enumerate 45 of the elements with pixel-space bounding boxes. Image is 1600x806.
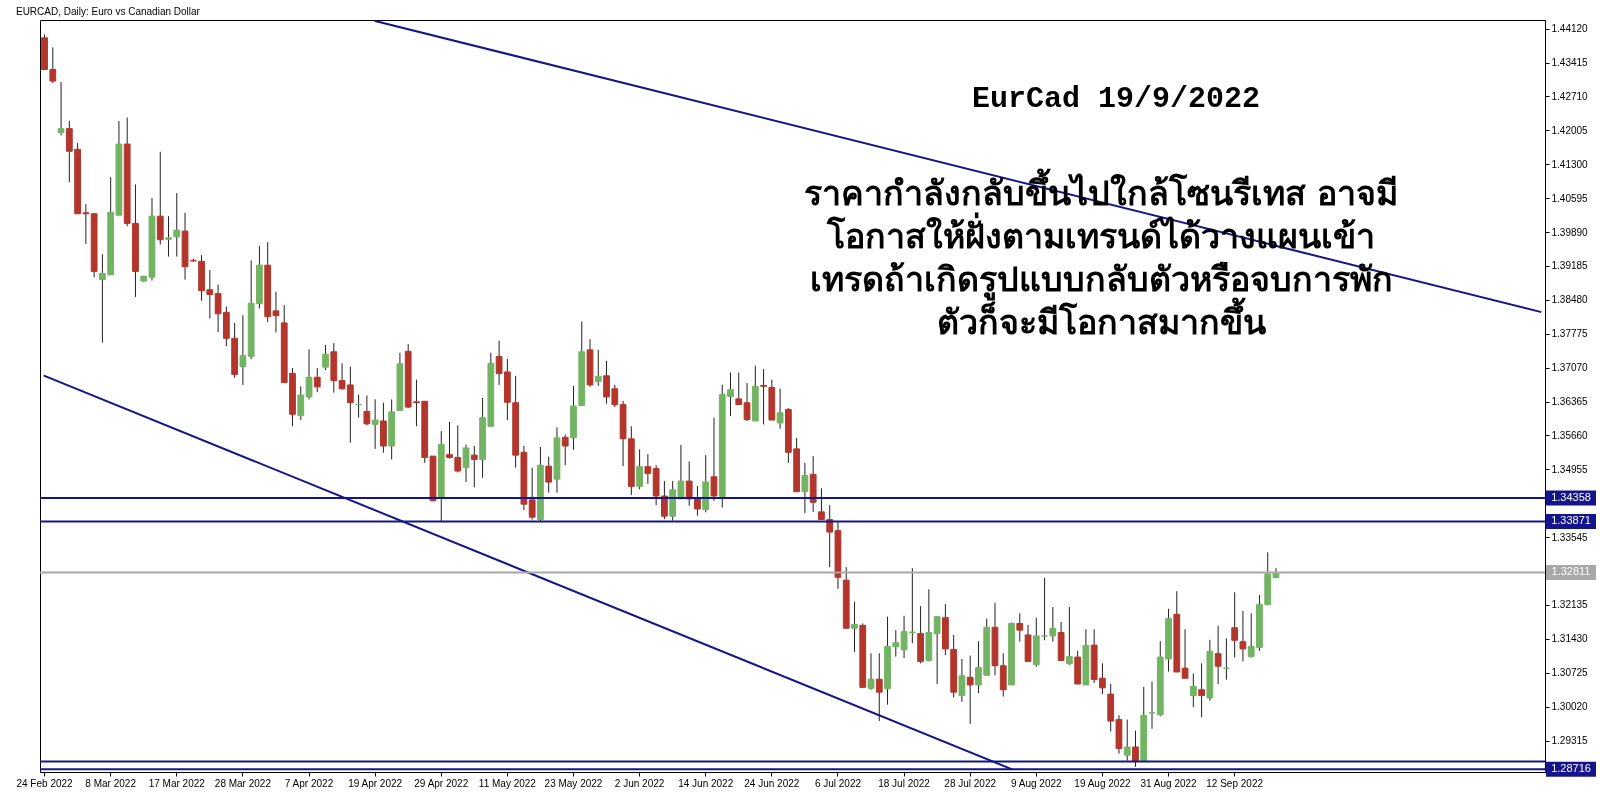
ref-line-label: 1.28716 — [1551, 762, 1591, 775]
ref-line-label: 1.32811 — [1551, 565, 1591, 578]
ref-line-label: 1.33871 — [1551, 514, 1591, 527]
y-tick-label: 1.41300 — [1551, 158, 1589, 170]
x-tick-label: 2 Jun 2022 — [614, 777, 665, 789]
x-tick-label: 7 Apr 2022 — [284, 777, 334, 789]
y-tick-label: 1.35660 — [1551, 429, 1589, 441]
y-tick-label: 1.39890 — [1551, 226, 1589, 238]
x-tick-label: 6 Jul 2022 — [814, 777, 862, 789]
y-tick-label: 1.30725 — [1551, 667, 1589, 679]
annotation: EurCad 19/9/2022 — [972, 82, 1261, 116]
y-tick-label: 1.38480 — [1551, 294, 1589, 306]
x-tick-label: 17 Mar 2022 — [148, 777, 206, 789]
y-tick-label: 1.32135 — [1551, 599, 1589, 611]
y-tick-label: 1.29315 — [1551, 735, 1589, 747]
chart-title: EURCAD, Daily: Euro vs Canadian Dollar — [15, 6, 201, 17]
x-tick-label: 9 Aug 2022 — [1011, 777, 1063, 789]
x-tick-label: 14 Jun 2022 — [678, 777, 734, 789]
y-tick-label: 1.42710 — [1551, 90, 1589, 102]
x-tick-label: 23 May 2022 — [544, 777, 603, 789]
x-tick-label: 31 Aug 2022 — [1140, 777, 1198, 789]
y-tick-label: 1.44120 — [1551, 23, 1589, 35]
x-tick-label: 19 Apr 2022 — [348, 777, 403, 789]
x-tick-label: 24 Jun 2022 — [744, 777, 800, 789]
y-tick-label: 1.40595 — [1551, 192, 1589, 204]
x-tick-label: 19 Aug 2022 — [1074, 777, 1131, 789]
x-tick-label: 28 Jul 2022 — [944, 777, 997, 789]
x-tick-label: 8 Mar 2022 — [85, 777, 137, 789]
x-tick-label: 29 Apr 2022 — [414, 777, 469, 789]
x-tick-label: 24 Feb 2022 — [16, 777, 74, 789]
y-tick-label: 1.31430 — [1551, 633, 1589, 645]
x-tick-label: 18 Jul 2022 — [878, 777, 931, 789]
x-tick-label: 28 Mar 2022 — [214, 777, 272, 789]
y-tick-label: 1.30020 — [1551, 701, 1589, 713]
y-tick-label: 1.37775 — [1551, 328, 1589, 340]
y-tick-label: 1.33545 — [1551, 531, 1589, 543]
y-tick-label: 1.34955 — [1551, 463, 1589, 475]
y-tick-label: 1.36365 — [1551, 396, 1589, 408]
x-tick-label: 12 Sep 2022 — [1206, 777, 1264, 789]
x-tick-label: 11 May 2022 — [478, 777, 537, 789]
y-tick-label: 1.37070 — [1551, 362, 1589, 374]
y-tick-label: 1.43415 — [1551, 57, 1589, 69]
y-tick-label: 1.42005 — [1551, 124, 1589, 136]
ref-line-label: 1.34358 — [1551, 491, 1591, 504]
y-tick-label: 1.39185 — [1551, 260, 1589, 272]
